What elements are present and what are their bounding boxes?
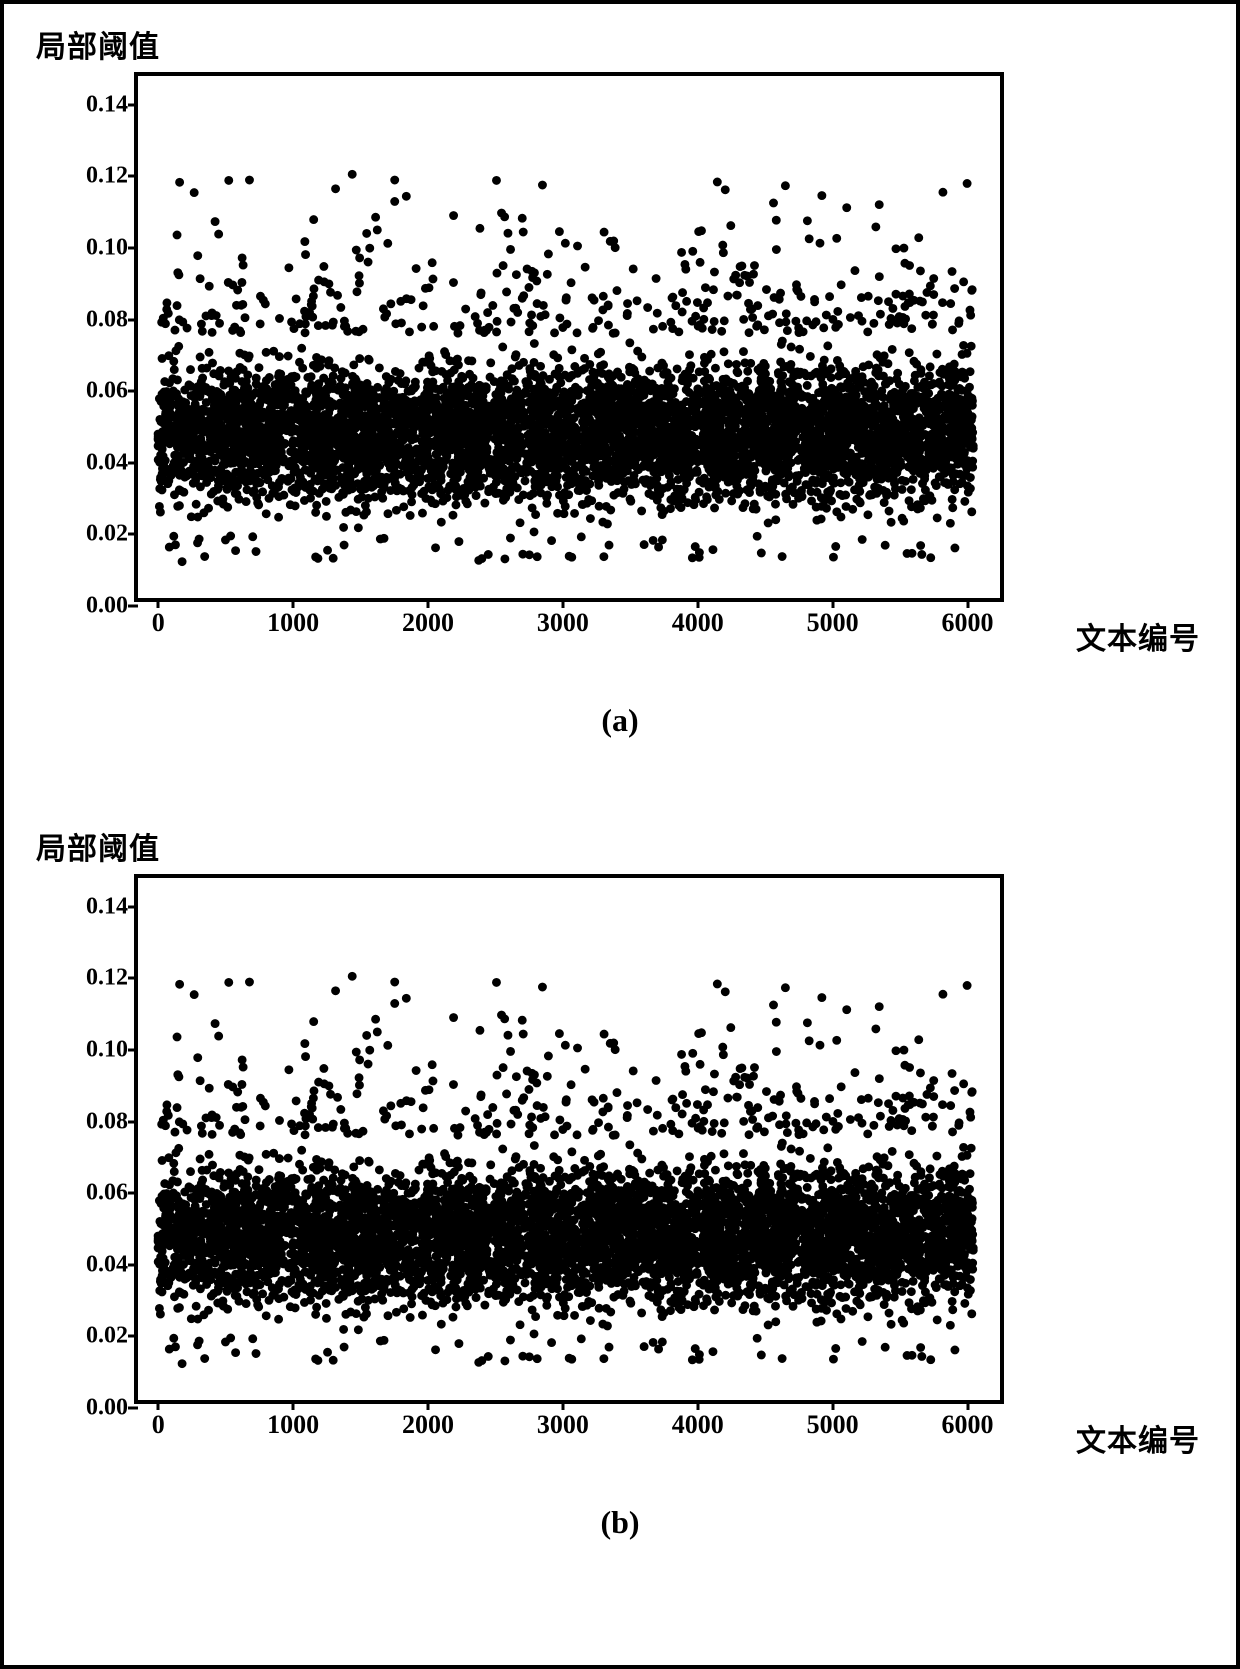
ytick-mark (128, 1407, 138, 1410)
xtick-mark (427, 1400, 430, 1410)
figure-page: 局部阈值 0.000.020.040.060.080.100.120.14 01… (0, 0, 1240, 1669)
xtick-label: 1000 (267, 1410, 319, 1440)
panel-b-scatter (138, 878, 1000, 1400)
xtick-label: 0 (152, 608, 165, 638)
xtick-mark (696, 598, 699, 608)
panel-a-xlabel: 文本编号 (1076, 614, 1200, 658)
panel-a-plot-frame: 0.000.020.040.060.080.100.120.14 0100020… (134, 72, 1004, 602)
ytick-mark (128, 461, 138, 464)
xtick-label: 3000 (537, 608, 589, 638)
ytick-label: 0.04 (86, 1251, 128, 1278)
ytick-label: 0.12 (86, 163, 128, 190)
xtick-mark (831, 1400, 834, 1410)
panel-a-ylabel: 局部阈值 (36, 22, 160, 66)
xtick-label: 5000 (807, 608, 859, 638)
ytick-label: 0.10 (86, 234, 128, 261)
xtick-mark (561, 598, 564, 608)
xtick-mark (696, 1400, 699, 1410)
ytick-mark (128, 175, 138, 178)
ytick-mark (128, 977, 138, 980)
ytick-label: 0.12 (86, 965, 128, 992)
ytick-label: 0.08 (86, 306, 128, 333)
panel-b-ylabel: 局部阈值 (36, 824, 160, 868)
ytick-mark (128, 1120, 138, 1123)
ytick-mark (128, 246, 138, 249)
ytick-label: 0.04 (86, 449, 128, 476)
ytick-mark (128, 390, 138, 393)
xtick-mark (831, 598, 834, 608)
ytick-label: 0.02 (86, 521, 128, 548)
xtick-label: 0 (152, 1410, 165, 1440)
ytick-mark (128, 1048, 138, 1051)
xtick-label: 2000 (402, 608, 454, 638)
panel-a-sublabel: (a) (4, 702, 1236, 739)
panel-b-xlabel: 文本编号 (1076, 1416, 1200, 1460)
xtick-mark (561, 1400, 564, 1410)
xtick-label: 6000 (942, 608, 994, 638)
ytick-mark (128, 1335, 138, 1338)
ytick-label: 0.00 (86, 593, 128, 620)
panel-b: 局部阈值 0.000.020.040.060.080.100.120.14 01… (4, 824, 1236, 1614)
xtick-mark (292, 1400, 295, 1410)
ytick-mark (128, 605, 138, 608)
panel-a: 局部阈值 0.000.020.040.060.080.100.120.14 01… (4, 22, 1236, 812)
xtick-label: 3000 (537, 1410, 589, 1440)
ytick-label: 0.00 (86, 1395, 128, 1422)
ytick-label: 0.08 (86, 1108, 128, 1135)
panel-a-scatter (138, 76, 1000, 598)
xtick-mark (292, 598, 295, 608)
ytick-label: 0.14 (86, 893, 128, 920)
ytick-label: 0.02 (86, 1323, 128, 1350)
ytick-mark (128, 905, 138, 908)
xtick-label: 4000 (672, 1410, 724, 1440)
ytick-mark (128, 533, 138, 536)
xtick-label: 6000 (942, 1410, 994, 1440)
xtick-mark (966, 598, 969, 608)
ytick-label: 0.10 (86, 1036, 128, 1063)
ytick-mark (128, 1192, 138, 1195)
xtick-mark (427, 598, 430, 608)
xtick-mark (157, 598, 160, 608)
xtick-label: 5000 (807, 1410, 859, 1440)
xtick-mark (966, 1400, 969, 1410)
ytick-label: 0.06 (86, 1180, 128, 1207)
ytick-label: 0.06 (86, 378, 128, 405)
xtick-mark (157, 1400, 160, 1410)
xtick-label: 1000 (267, 608, 319, 638)
panel-b-plot-frame: 0.000.020.040.060.080.100.120.14 0100020… (134, 874, 1004, 1404)
ytick-mark (128, 1263, 138, 1266)
xtick-label: 2000 (402, 1410, 454, 1440)
ytick-mark (128, 103, 138, 106)
panel-b-sublabel: (b) (4, 1504, 1236, 1541)
ytick-mark (128, 318, 138, 321)
xtick-label: 4000 (672, 608, 724, 638)
ytick-label: 0.14 (86, 91, 128, 118)
